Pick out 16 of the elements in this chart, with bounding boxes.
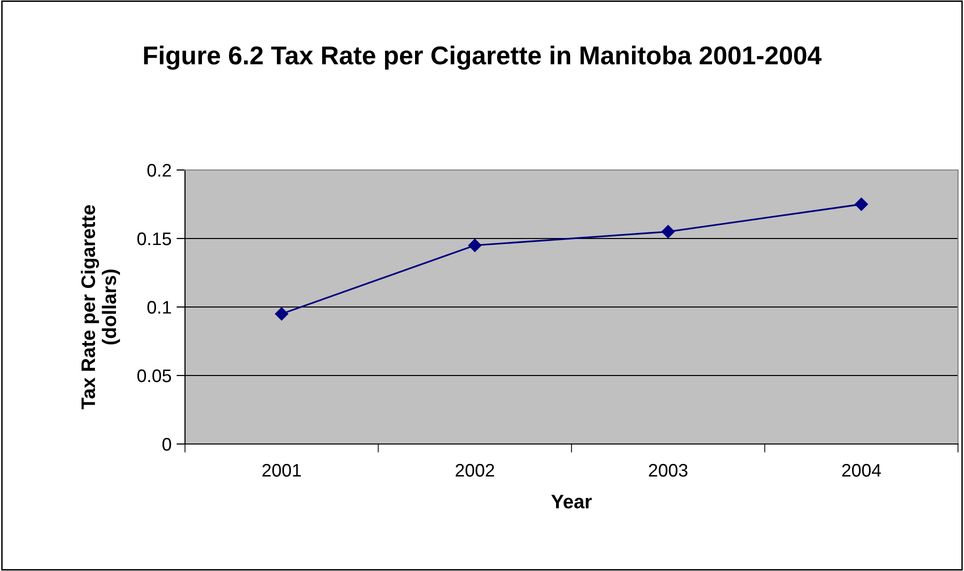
point — [275, 307, 288, 320]
y-axis-title: Tax Rate per Cigarette (dollars) — [80, 205, 120, 410]
point — [468, 238, 482, 252]
y-tick-label: 0 — [162, 438, 172, 451]
x-tick-label: 2002 — [456, 464, 494, 477]
point — [854, 198, 868, 211]
y-tick-label: 0.1 — [147, 300, 171, 314]
y-tick-label: 0.2 — [147, 164, 171, 177]
y-tick-label: 0.05 — [137, 369, 172, 382]
x-axis-title: Year — [551, 494, 592, 508]
x-tick-label: 2004 — [842, 464, 881, 477]
point — [662, 225, 675, 238]
x-tick-label: 2001 — [262, 464, 301, 477]
chart-title: Figure 6.2 Tax Rate per Cigarette in Manitoba 2001-2004 — [144, 46, 822, 70]
y-tick-label: 0.15 — [137, 232, 172, 246]
x-tick-label: 2003 — [648, 464, 688, 477]
